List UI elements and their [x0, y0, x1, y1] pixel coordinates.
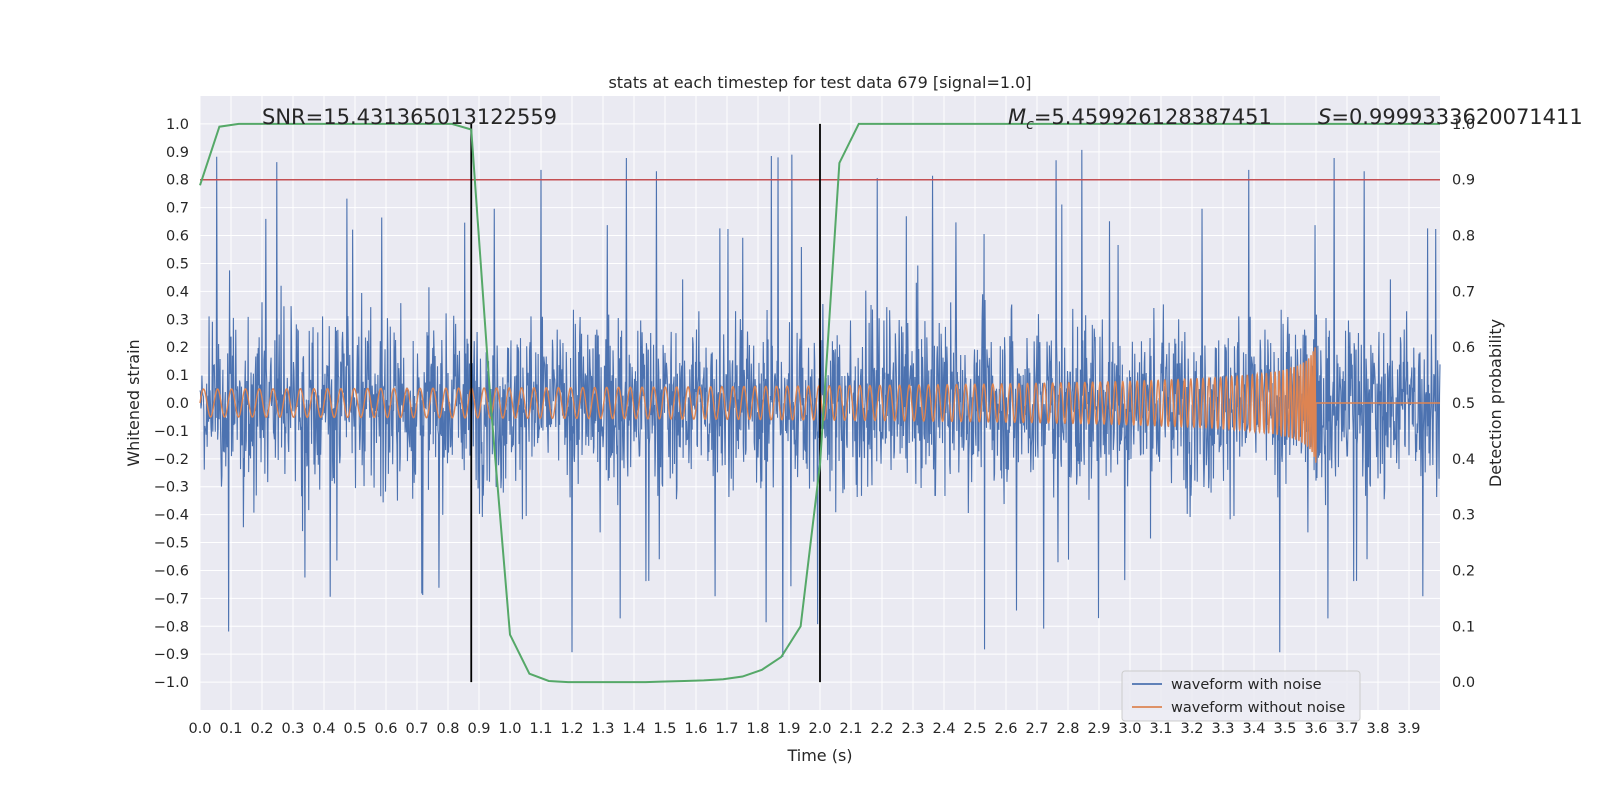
y-tick-label: 0.3	[166, 312, 189, 328]
x-tick-label: 1.3	[591, 721, 614, 737]
y-tick-label: −0.2	[154, 452, 189, 468]
x-tick-label: 2.0	[808, 721, 831, 737]
x-tick-label: 0.6	[374, 721, 397, 737]
y-axis-label: Whitened strain	[124, 339, 143, 466]
x-tick-label: 0.0	[188, 721, 211, 737]
y-tick-label: −0.1	[154, 424, 189, 440]
y-tick-label: 0.7	[166, 201, 189, 217]
x-tick-label: 2.8	[1056, 721, 1079, 737]
x-tick-label: 1.5	[653, 721, 676, 737]
chirp-mass-annotation: Mc=5.459926128387451	[1008, 105, 1272, 133]
x-tick-label: 1.9	[777, 721, 800, 737]
x-tick-label: 0.5	[343, 721, 366, 737]
y2-tick-label: 0.7	[1452, 284, 1475, 300]
y2-tick-label: 0.6	[1452, 340, 1475, 356]
legend-box	[1121, 670, 1361, 722]
snr-annotation: SNR=15.431365013122559	[262, 105, 557, 129]
y-tick-label: −0.3	[154, 480, 189, 496]
x-tick-label: 0.8	[436, 721, 459, 737]
x-tick-label: 1.7	[715, 721, 738, 737]
y-tick-label: 0.5	[166, 256, 189, 272]
x-tick-label: 2.2	[870, 721, 893, 737]
x-tick-label: 3.6	[1304, 721, 1327, 737]
y-tick-label: −0.4	[154, 508, 189, 524]
x-tick-label: 3.7	[1335, 721, 1358, 737]
x-tick-label: 3.0	[1118, 721, 1141, 737]
overlay-lines	[200, 123, 1440, 683]
y-tick-label: −0.8	[154, 619, 189, 635]
chart-title: stats at each timestep for test data 679…	[608, 73, 1031, 92]
y2-tick-label: 0.4	[1452, 452, 1475, 468]
y-tick-label: 0.0	[166, 396, 189, 412]
chirp-mass-subscript: c	[1026, 117, 1034, 133]
detection-probability-series	[199, 122, 1440, 684]
legend: waveform with noise waveform without noi…	[1121, 670, 1361, 722]
chirp-mass-symbol: M	[1008, 105, 1026, 129]
y2-tick-label: 1.0	[1452, 117, 1475, 133]
chirp-mass-value: =5.459926128387451	[1034, 105, 1272, 129]
axis-ticks: 0.0 0.1 0.2 0.3 0.4 0.5 0.6 0.7 0.8 0.9 1.0 1.1 1.2 1…	[154, 117, 1475, 737]
x-tick-label: 3.2	[1180, 721, 1203, 737]
x-tick-label: 2.6	[994, 721, 1017, 737]
x-tick-label: 3.1	[1149, 721, 1172, 737]
y-tick-label: 0.9	[166, 145, 189, 161]
x-tick-label: 3.3	[1211, 721, 1234, 737]
y2-tick-label: 0.1	[1452, 619, 1475, 635]
x-tick-label: 2.1	[839, 721, 862, 737]
y-tick-label: 0.1	[166, 368, 189, 384]
x-tick-label: 1.4	[622, 721, 645, 737]
score-symbol: S	[1318, 105, 1331, 129]
x-tick-label: 3.5	[1273, 721, 1296, 737]
x-tick-label: 0.7	[405, 721, 428, 737]
legend-label-noisy: waveform with noise	[1171, 677, 1322, 693]
x-tick-label: 2.3	[901, 721, 924, 737]
legend-label-clean: waveform without noise	[1171, 700, 1345, 716]
x-axis-label: Time (s)	[786, 746, 852, 765]
x-tick-label: 3.9	[1397, 721, 1420, 737]
clean-waveform-line	[199, 347, 1440, 463]
x-tick-label: 0.1	[219, 721, 242, 737]
x-tick-label: 0.4	[312, 721, 335, 737]
clean-waveform-series	[199, 347, 1440, 463]
x-tick-label: 0.2	[250, 721, 273, 737]
y2-tick-label: 0.9	[1452, 173, 1475, 189]
y2-tick-label: 0.8	[1452, 229, 1475, 245]
x-tick-label: 0.9	[467, 721, 490, 737]
x-tick-label: 2.5	[963, 721, 986, 737]
y-tick-label: 0.2	[166, 340, 189, 356]
y-tick-label: −1.0	[154, 675, 189, 691]
score-annotation: S=0.9999333620071411	[1318, 105, 1583, 129]
x-tick-label: 1.1	[529, 721, 552, 737]
y-tick-label: 0.4	[166, 284, 189, 300]
y-tick-label: −0.5	[154, 536, 189, 552]
y-tick-label: 0.8	[166, 173, 189, 189]
x-tick-label: 1.8	[746, 721, 769, 737]
y2-axis-label: Detection probability	[1486, 319, 1505, 487]
y2-tick-label: 0.2	[1452, 563, 1475, 579]
y-tick-label: −0.9	[154, 647, 189, 663]
x-tick-label: 3.4	[1242, 721, 1265, 737]
score-value: =0.9999333620071411	[1331, 105, 1582, 129]
x-tick-label: 1.0	[498, 721, 521, 737]
x-tick-label: 0.3	[281, 721, 304, 737]
x-tick-label: 2.4	[932, 721, 955, 737]
y-tick-label: 1.0	[166, 117, 189, 133]
y2-tick-label: 0.0	[1452, 675, 1475, 691]
y2-tick-label: 0.5	[1452, 396, 1475, 412]
y-tick-label: −0.6	[154, 563, 189, 579]
x-tick-label: 3.8	[1366, 721, 1389, 737]
x-tick-label: 1.2	[560, 721, 583, 737]
y-tick-label: 0.6	[166, 229, 189, 245]
y-tick-label: −0.7	[154, 591, 189, 607]
y2-tick-label: 0.3	[1452, 508, 1475, 524]
x-tick-label: 2.7	[1025, 721, 1048, 737]
detection-probability-line	[199, 122, 1440, 684]
x-tick-label: 2.9	[1087, 721, 1110, 737]
x-tick-label: 1.6	[684, 721, 707, 737]
